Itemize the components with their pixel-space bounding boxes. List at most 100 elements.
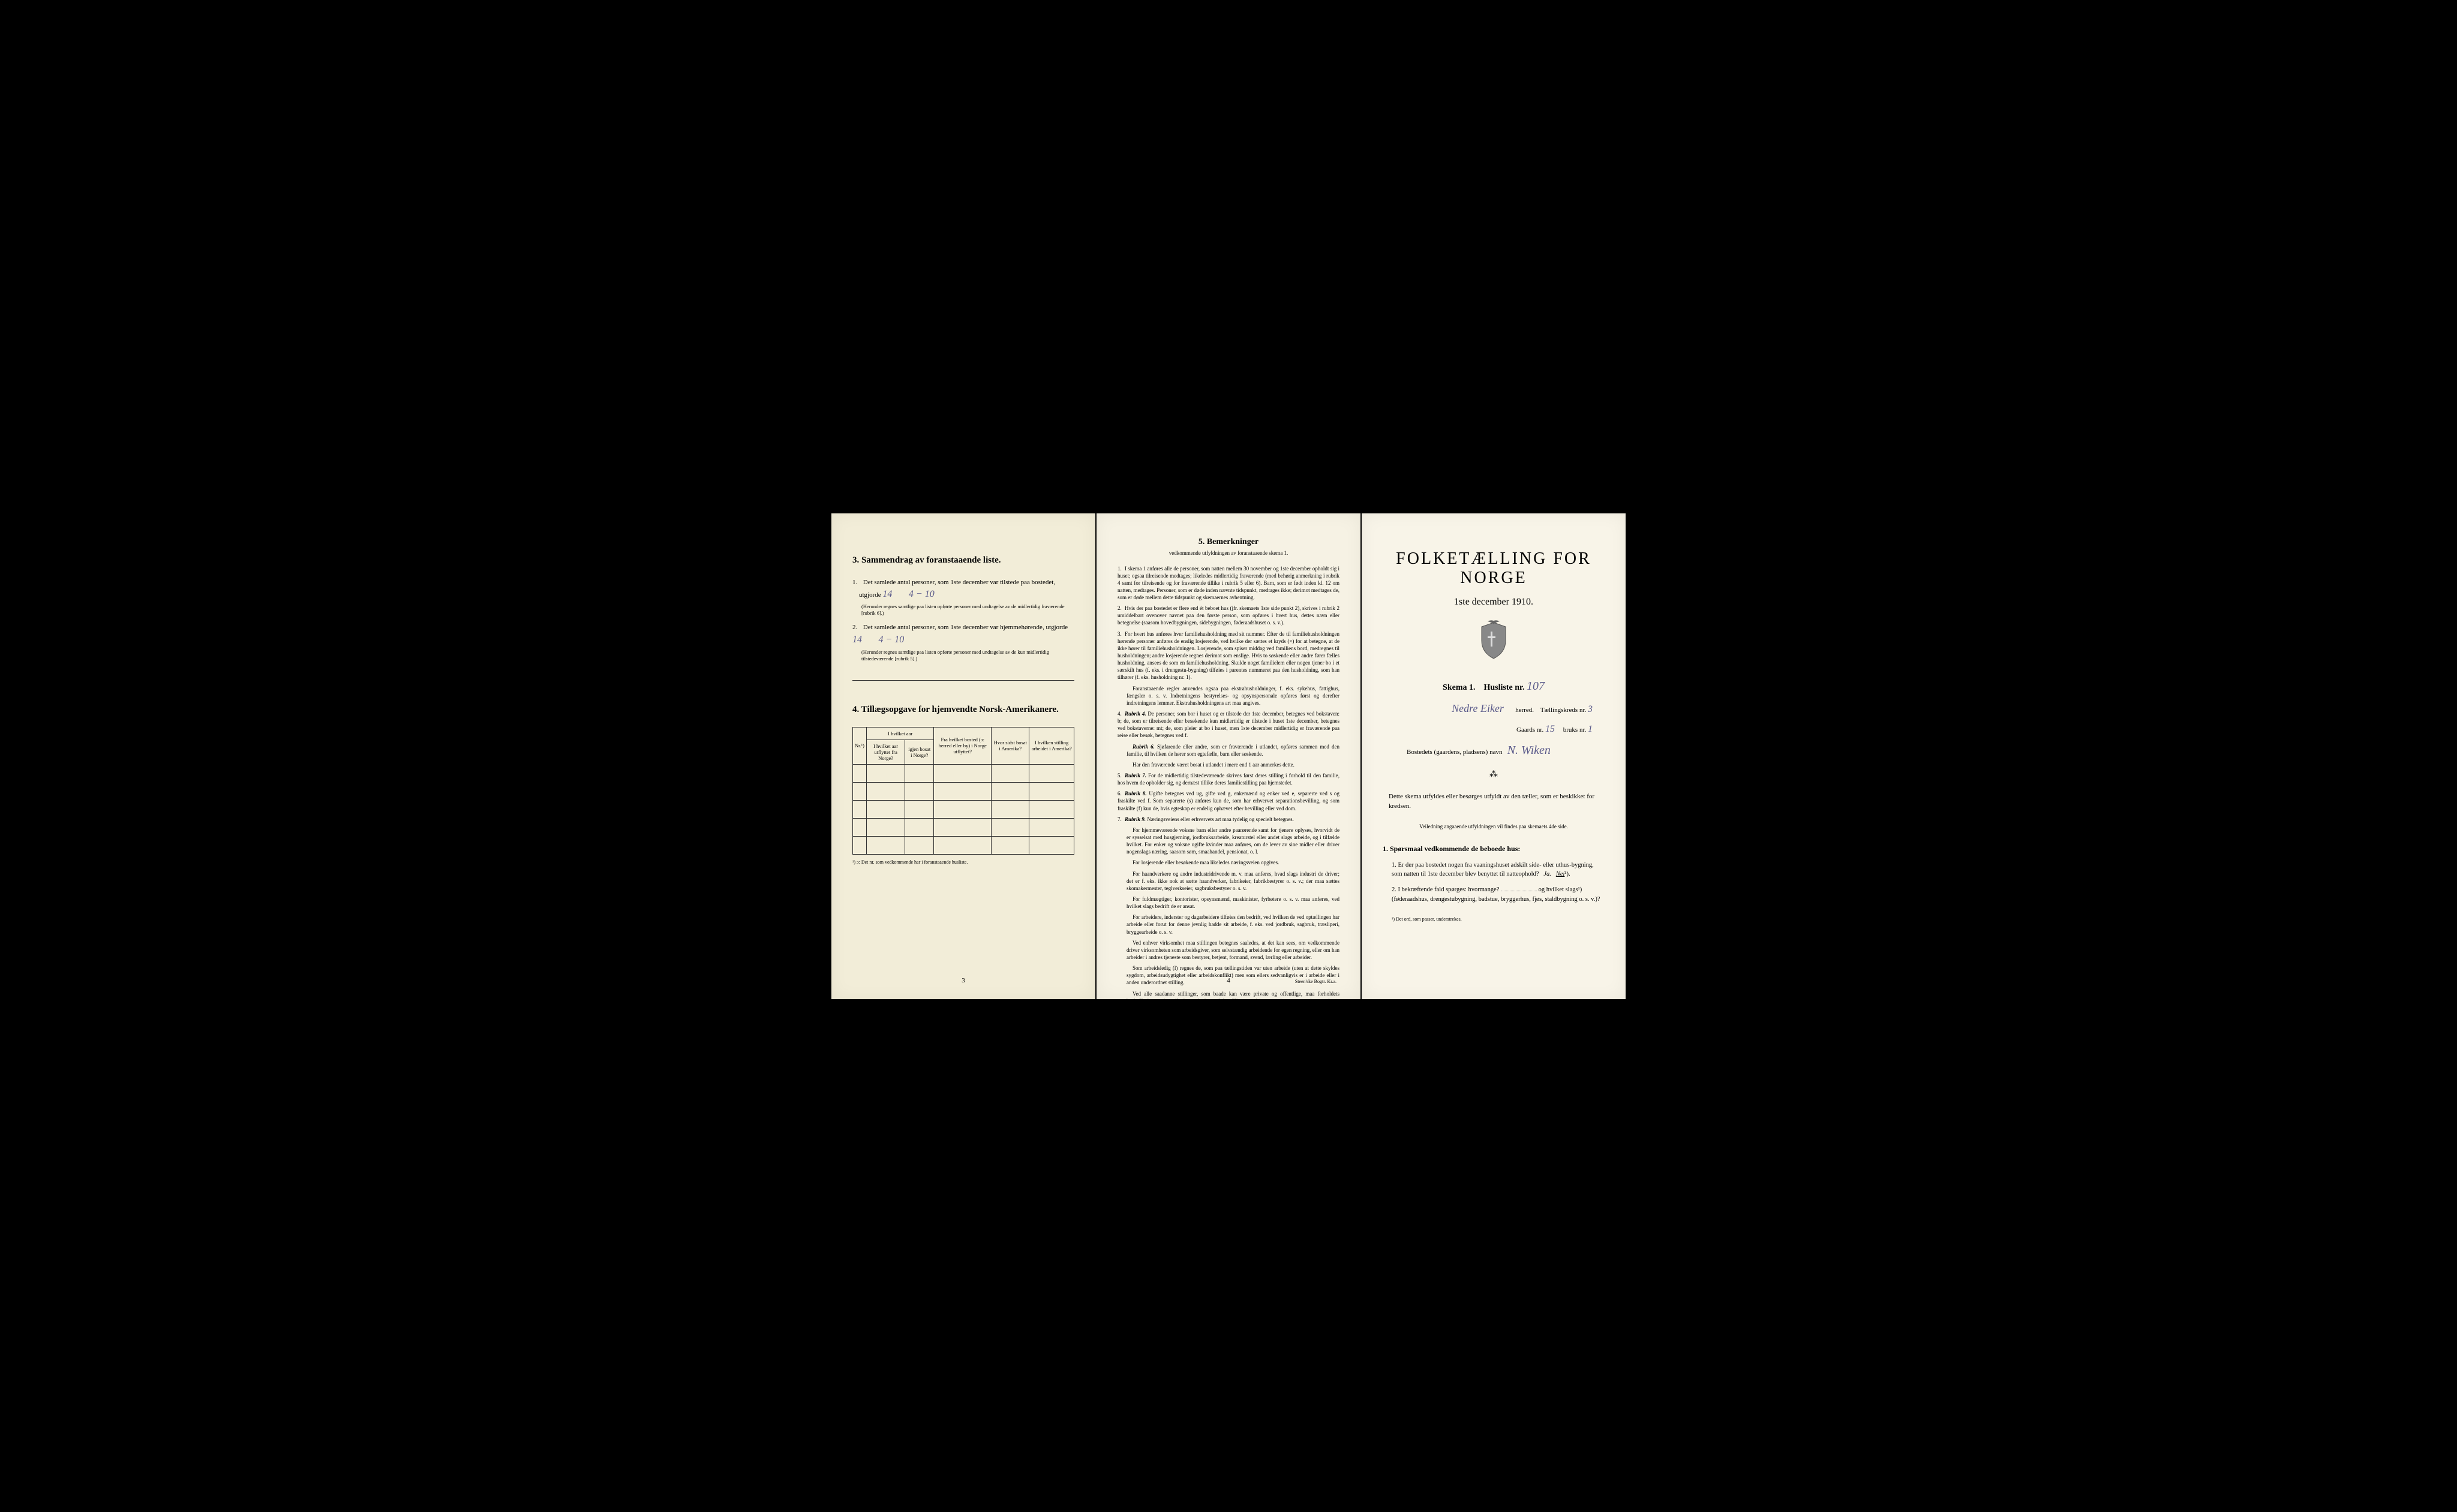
item-1-num: 1. (852, 578, 861, 588)
sub-instruction: Veiledning angaaende utfyldningen vil fi… (1383, 823, 1605, 829)
table-row (853, 764, 1074, 782)
page-middle: 5. Bemerkninger vedkommende utfyldningen… (1097, 513, 1360, 999)
coat-of-arms-icon (1476, 620, 1512, 662)
shield-icon (1476, 620, 1512, 662)
rubrik-9-p0: For hjemmeværende voksne barn eller andr… (1118, 826, 1339, 856)
item-1-label: utgjorde (859, 591, 881, 599)
bemerk-2: 2.Hvis der paa bostedet er flere end ét … (1118, 605, 1339, 626)
husliste-value: 107 (1527, 680, 1545, 693)
table-row (853, 836, 1074, 854)
table-row (853, 818, 1074, 836)
husliste-label: Husliste nr. (1484, 683, 1525, 692)
rubrik-6: Rubrik 6. Sjøfarende eller andre, som er… (1118, 743, 1339, 757)
table-row (853, 782, 1074, 800)
rubrik-4: 4.Rubrik 4. De personer, som bor i huset… (1118, 710, 1339, 740)
bemerk-3-text: For hvert hus anføres hver familiehushol… (1118, 631, 1339, 681)
question-section: 1. Spørsmaal vedkommende de beboede hus:… (1383, 844, 1605, 904)
bruks-value: 1 (1588, 724, 1593, 734)
bemerk-1-text: I skema 1 anføres alle de personer, som … (1118, 566, 1339, 601)
section-5-subtitle: vedkommende utfyldningen av foranstaaend… (1118, 550, 1339, 556)
bemerk-1: 1.I skema 1 anføres alle de personer, so… (1118, 565, 1339, 602)
rubrik-7-title: Rubrik 7. (1125, 772, 1146, 778)
item-1-value: 14 (882, 589, 892, 599)
th-nr: Nr.¹) (853, 727, 867, 764)
question-1: 1. Er der paa bostedet nogen fra vaaning… (1392, 861, 1605, 880)
rubrik-9-p1: For losjerende eller besøkende maa likel… (1118, 859, 1339, 866)
rubrik-9-title: Rubrik 9. (1125, 816, 1146, 822)
herred-label: herred. (1515, 707, 1534, 714)
item-2-hw: 4 − 10 (879, 635, 905, 645)
rubrik-9-p7: Ved alle saadanne stillinger, som baade … (1118, 990, 1339, 1012)
q1-nei: Nei (1556, 871, 1565, 877)
q2-text: I bekræftende fald spørges: hvormange? (1398, 886, 1500, 893)
date-line: 1ste december 1910. (1383, 597, 1605, 608)
bemerk-3-extra: Foranstaaende regler anvendes ogsaa paa … (1118, 685, 1339, 707)
item-1-text: Det samlede antal personer, som 1ste dec… (863, 579, 1055, 586)
item-2-num: 2. (852, 623, 861, 633)
page-number-4: 4 (1227, 977, 1230, 984)
rubrik-9-text: Næringsveiens eller erhvervets art maa t… (1147, 816, 1294, 822)
rubrik-9-p4: For arbeidere, inderster og dagarbeidere… (1118, 913, 1339, 935)
bemerk-2-text: Hvis der paa bostedet er flere end ét be… (1118, 605, 1339, 626)
q1-sup: ¹). (1564, 871, 1570, 877)
skema-line: Skema 1. Husliste nr. 107 (1383, 680, 1605, 693)
rubrik-7-text: For de midlertidig tilstedeværende skriv… (1118, 772, 1339, 786)
question-2: 2. I bekræftende fald spørges: hvormange… (1392, 885, 1605, 904)
th-1: I hvilket aar utflyttet fra Norge? (867, 740, 905, 764)
rubrik-14: 8.Rubrik 14. Sinker og lignende aandsslø… (1118, 1052, 1339, 1059)
page-left: 3. Sammendrag av foranstaaende liste. 1.… (831, 513, 1095, 999)
kreds-value: 3 (1588, 704, 1593, 714)
item-2: 2. Det samlede antal personer, som 1ste … (852, 623, 1074, 662)
rubrik-9-p9: Ved forhenværende næringsdrivende, embed… (1118, 1033, 1339, 1048)
question-header: 1. Spørsmaal vedkommende de beboede hus: (1383, 844, 1605, 853)
bruks-label: bruks nr. (1563, 726, 1587, 734)
herred-line: Nedre Eiker herred. Tællingskreds nr. 3 (1383, 702, 1605, 715)
rubrik-14-title: Rubrik 14. (1125, 1053, 1149, 1059)
section-5-title: 5. Bemerkninger (1118, 537, 1339, 547)
th-4: Hvor sidst bosat i Amerika? (992, 727, 1029, 764)
section-3-title: 3. Sammendrag av foranstaaende liste. (852, 555, 1074, 566)
divider-icon: ⁂ (1383, 769, 1605, 780)
rubrik-14-extra: Som blinde regnes de, som ikke har gangs… (1118, 1063, 1339, 1070)
item-2-value: 14 (852, 635, 862, 645)
page-right: FOLKETÆLLING FOR NORGE 1ste december 191… (1362, 513, 1626, 999)
th-2: igjen bosat i Norge? (905, 740, 934, 764)
rubrik-4-title: Rubrik 4. (1125, 711, 1146, 717)
rubrik-9-p8: Lever man hovedsagelig av formue, pensio… (1118, 1015, 1339, 1030)
rubrik-6-title: Rubrik 6. (1133, 744, 1155, 750)
rubrik-9-p2: For haandverkere og andre industridriven… (1118, 870, 1339, 892)
bosted-line: Bostedets (gaardens, pladsens) navn N. W… (1383, 744, 1605, 757)
item-2-note: (Herunder regnes samtlige paa listen opf… (852, 649, 1074, 662)
rubrik-8: 6.Rubrik 8. Ugifte betegnes ved ug, gift… (1118, 790, 1339, 811)
bemerk-3: 3.For hvert hus anføres hver familiehush… (1118, 630, 1339, 681)
american-table: Nr.¹) I hvilket aar Fra hvilket bosted (… (852, 727, 1074, 855)
footnote-bottom: ¹) Det ord, som passer, understrekes. (1383, 916, 1605, 922)
item-1-note: (Herunder regnes samtlige paa listen opf… (852, 603, 1074, 617)
rubrik-6-text: Sjøfarende eller andre, som er fraværend… (1127, 744, 1339, 757)
item-1: 1. Det samlede antal personer, som 1ste … (852, 578, 1074, 617)
page-number-3: 3 (962, 977, 965, 984)
gaards-label: Gaards nr. (1516, 726, 1543, 734)
section-4-title: 4. Tillægsopgave for hjemvendte Norsk-Am… (852, 705, 1074, 715)
rubrik-7: 5.Rubrik 7. For de midlertidig tilstedev… (1118, 772, 1339, 786)
main-title: FOLKETÆLLING FOR NORGE (1383, 549, 1605, 588)
q1-ja: Ja. (1543, 871, 1551, 877)
printer-mark: Steen'ske Bogtr. Kr.a. (1295, 979, 1336, 984)
item-1-hw: 4 − 10 (909, 589, 935, 599)
skema-label: Skema 1. (1443, 683, 1475, 692)
table-footnote: ¹) ɔ: Det nr. som vedkommende har i fora… (852, 859, 1074, 865)
th-5: I hvilken stilling arbeidet i Amerika? (1029, 727, 1074, 764)
gaards-line: Gaards nr. 15 bruks nr. 1 (1383, 724, 1605, 735)
th-3: Fra hvilket bosted (ɔ: herred eller by) … (934, 727, 992, 764)
rubrik-9-p3: For fuldmægtiger, kontorister, opsynsmæn… (1118, 895, 1339, 910)
rubrik-6-extra: Har den fraværende været bosat i utlande… (1118, 761, 1339, 768)
rubrik-4-text: De personer, som bor i huset og er tilst… (1118, 711, 1339, 738)
rubrik-9-p5: Ved enhver virksomhet maa stillingen bet… (1118, 939, 1339, 961)
table-row (853, 800, 1074, 818)
herred-value: Nedre Eiker (1452, 702, 1504, 714)
rubrik-8-title: Rubrik 8. (1125, 790, 1147, 796)
instruction-text: Dette skema utfyldes eller besørges utfy… (1383, 792, 1605, 811)
rubrik-14-text: Sinker og lignende aandssløve maa ikke m… (1150, 1053, 1299, 1059)
rubrik-8-text: Ugifte betegnes ved ug, gifte ved g, enk… (1118, 790, 1339, 811)
document-container: 3. Sammendrag av foranstaaende liste. 1.… (831, 513, 1626, 999)
